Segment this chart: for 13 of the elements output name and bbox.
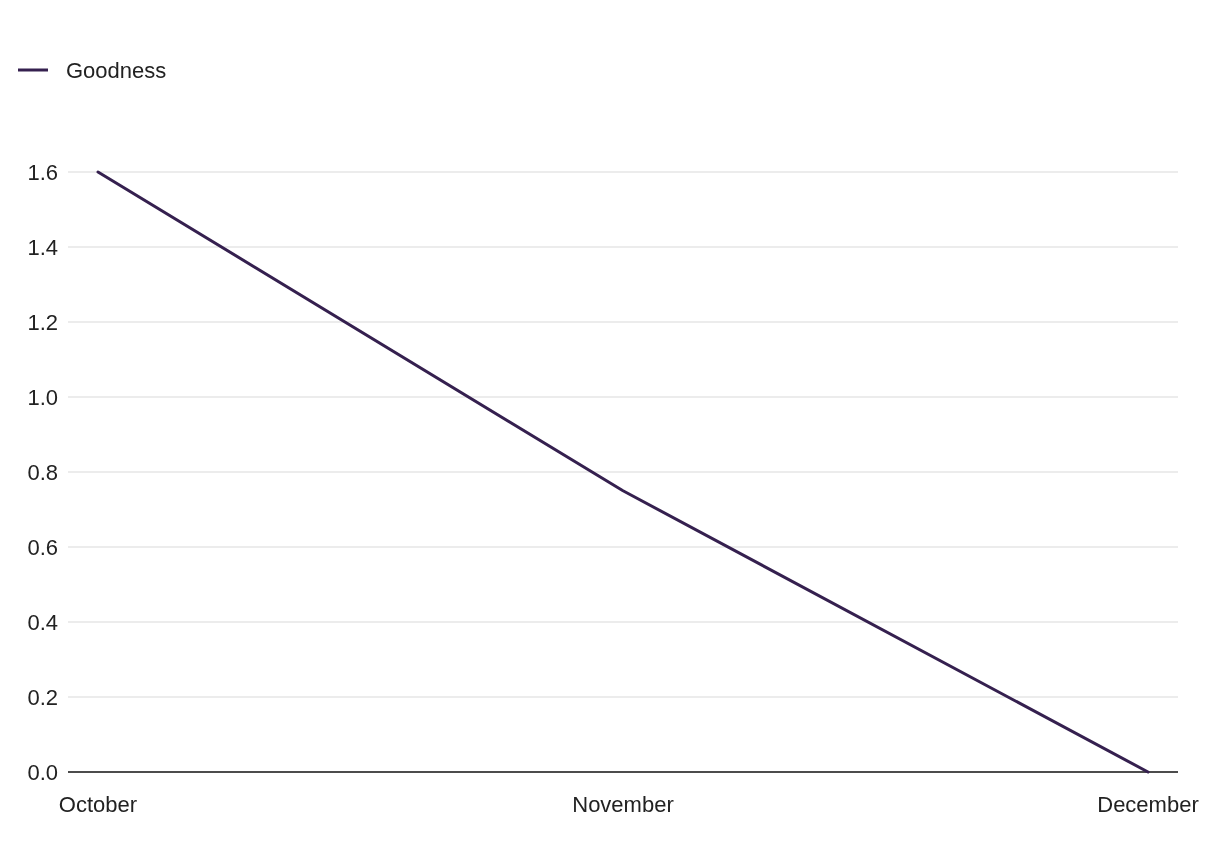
y-tick-label: 1.6 xyxy=(27,159,58,185)
legend-label: Goodness xyxy=(66,57,167,83)
y-tick-label: 1.0 xyxy=(27,384,58,410)
y-tick-label: 0.0 xyxy=(27,759,58,785)
y-tick-label: 1.2 xyxy=(27,309,58,335)
y-tick-label: 0.8 xyxy=(27,459,58,485)
x-tick-label: October xyxy=(58,792,138,817)
y-tick-label: 0.2 xyxy=(27,684,58,710)
y-tick-label: 1.4 xyxy=(27,234,58,260)
y-tick-label: 0.6 xyxy=(27,534,58,560)
x-tick-label: November xyxy=(572,792,674,817)
y-tick-label: 0.4 xyxy=(27,609,58,635)
x-tick-label: December xyxy=(1097,792,1199,817)
